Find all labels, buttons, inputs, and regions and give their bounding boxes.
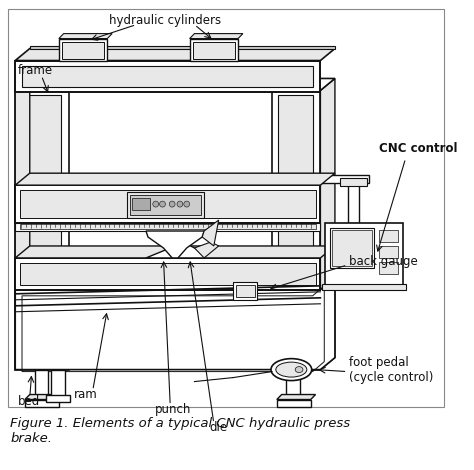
Bar <box>51 369 64 398</box>
Text: punch: punch <box>155 403 191 416</box>
Text: CNC control: CNC control <box>379 142 457 155</box>
Ellipse shape <box>271 359 312 381</box>
Polygon shape <box>190 33 243 39</box>
Polygon shape <box>15 90 69 369</box>
Bar <box>20 263 316 285</box>
Polygon shape <box>15 246 335 258</box>
Bar <box>46 394 71 401</box>
Polygon shape <box>15 78 30 369</box>
Bar <box>332 230 372 266</box>
Polygon shape <box>202 220 219 246</box>
Bar <box>25 400 59 407</box>
Polygon shape <box>15 173 335 185</box>
Text: foot pedal
(cycle control): foot pedal (cycle control) <box>349 356 434 384</box>
Ellipse shape <box>295 367 303 373</box>
Polygon shape <box>194 242 219 258</box>
Text: die: die <box>210 421 228 434</box>
Polygon shape <box>25 394 64 400</box>
Polygon shape <box>320 78 335 369</box>
Text: Figure 1. Elements of a typical CNC hydraulic press
brake.: Figure 1. Elements of a typical CNC hydr… <box>10 417 350 446</box>
Polygon shape <box>278 95 313 361</box>
Polygon shape <box>15 48 335 61</box>
Bar <box>330 228 374 268</box>
Bar <box>320 175 369 183</box>
Text: back gauge: back gauge <box>349 255 418 268</box>
Polygon shape <box>146 231 204 258</box>
Text: hydraulic cylinders: hydraulic cylinders <box>109 14 221 27</box>
Bar <box>379 246 398 258</box>
Bar <box>20 224 316 229</box>
Bar <box>129 195 201 215</box>
Text: ram: ram <box>74 388 98 401</box>
Circle shape <box>160 201 165 207</box>
Polygon shape <box>22 95 61 361</box>
Bar <box>340 178 367 186</box>
Bar <box>347 183 359 223</box>
Polygon shape <box>15 78 335 90</box>
Bar <box>20 190 316 218</box>
Bar <box>15 61 320 93</box>
Circle shape <box>169 201 175 207</box>
Bar <box>127 192 204 218</box>
Polygon shape <box>15 278 335 369</box>
Circle shape <box>184 201 190 207</box>
Bar <box>15 223 320 231</box>
Bar <box>22 65 313 87</box>
Bar <box>132 198 150 210</box>
Polygon shape <box>30 46 335 48</box>
Bar <box>379 262 398 274</box>
Bar <box>236 285 255 297</box>
Polygon shape <box>146 244 206 258</box>
Bar <box>190 39 238 61</box>
Circle shape <box>153 201 159 207</box>
Text: frame: frame <box>18 64 53 77</box>
Circle shape <box>177 201 183 207</box>
Bar <box>322 284 406 290</box>
Bar <box>15 185 320 223</box>
Bar <box>35 369 48 405</box>
Bar <box>233 282 257 300</box>
Ellipse shape <box>276 362 307 377</box>
Polygon shape <box>277 394 316 400</box>
Bar <box>277 400 311 407</box>
Bar <box>62 41 104 59</box>
Bar <box>9 8 445 407</box>
Bar <box>286 369 300 405</box>
Text: bed: bed <box>18 395 40 408</box>
Polygon shape <box>272 90 320 369</box>
Bar <box>379 230 398 242</box>
Bar <box>325 223 403 288</box>
Polygon shape <box>59 33 112 39</box>
Bar <box>192 41 235 59</box>
Bar <box>59 39 107 61</box>
Bar <box>15 258 320 290</box>
